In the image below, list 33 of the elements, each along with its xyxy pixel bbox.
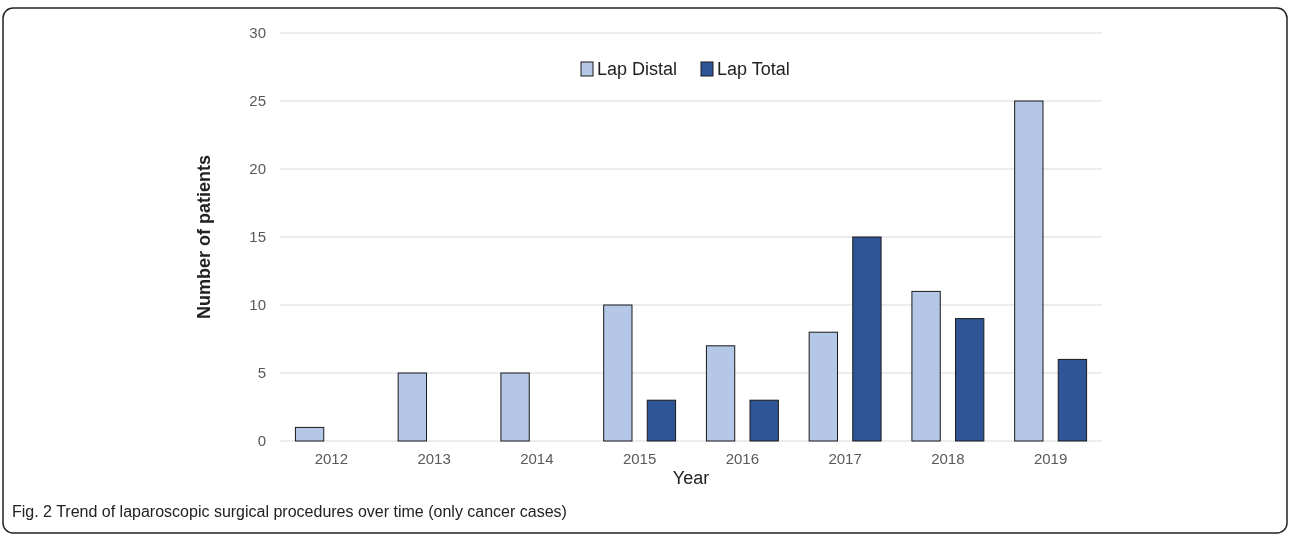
y-axis-title: Number of patients [194, 154, 214, 320]
bar [852, 236, 882, 442]
bar [294, 426, 325, 442]
x-tick-label: 2013 [417, 450, 451, 467]
x-axis-title: Year [672, 468, 710, 488]
x-tick-label: 2019 [1033, 450, 1068, 467]
caption: Fig. 2 Trend of laparoscopic surgical procedures over time (only cancer cases) [12, 503, 567, 520]
y-tick-label: 10 [249, 296, 266, 314]
y-tick-label: 25 [249, 92, 266, 110]
y-tick-label: 5 [257, 364, 266, 382]
bar [500, 372, 530, 442]
bar [1057, 358, 1088, 442]
y-tick-label: 30 [249, 24, 266, 42]
y-tick-label: 0 [257, 432, 266, 450]
x-tick-label: 2017 [828, 450, 862, 467]
bar [705, 345, 736, 442]
y-tick-label: 15 [249, 228, 266, 246]
bar [749, 399, 779, 442]
bar [955, 318, 985, 442]
bar [911, 290, 941, 442]
bar [1014, 100, 1044, 442]
x-tick-label: 2016 [725, 450, 760, 467]
bar [808, 331, 838, 442]
bar [397, 372, 427, 442]
x-tick-label: 2015 [622, 450, 657, 467]
x-tick-label: 2012 [314, 450, 349, 467]
x-tick-label: 2018 [931, 450, 965, 467]
x-tick-label: 2014 [520, 450, 554, 467]
legend-label: Lap Total [717, 59, 790, 80]
bar [603, 304, 633, 442]
legend-label: Lap Distal [597, 59, 678, 80]
bar [646, 399, 677, 442]
y-tick-label: 20 [249, 160, 266, 178]
